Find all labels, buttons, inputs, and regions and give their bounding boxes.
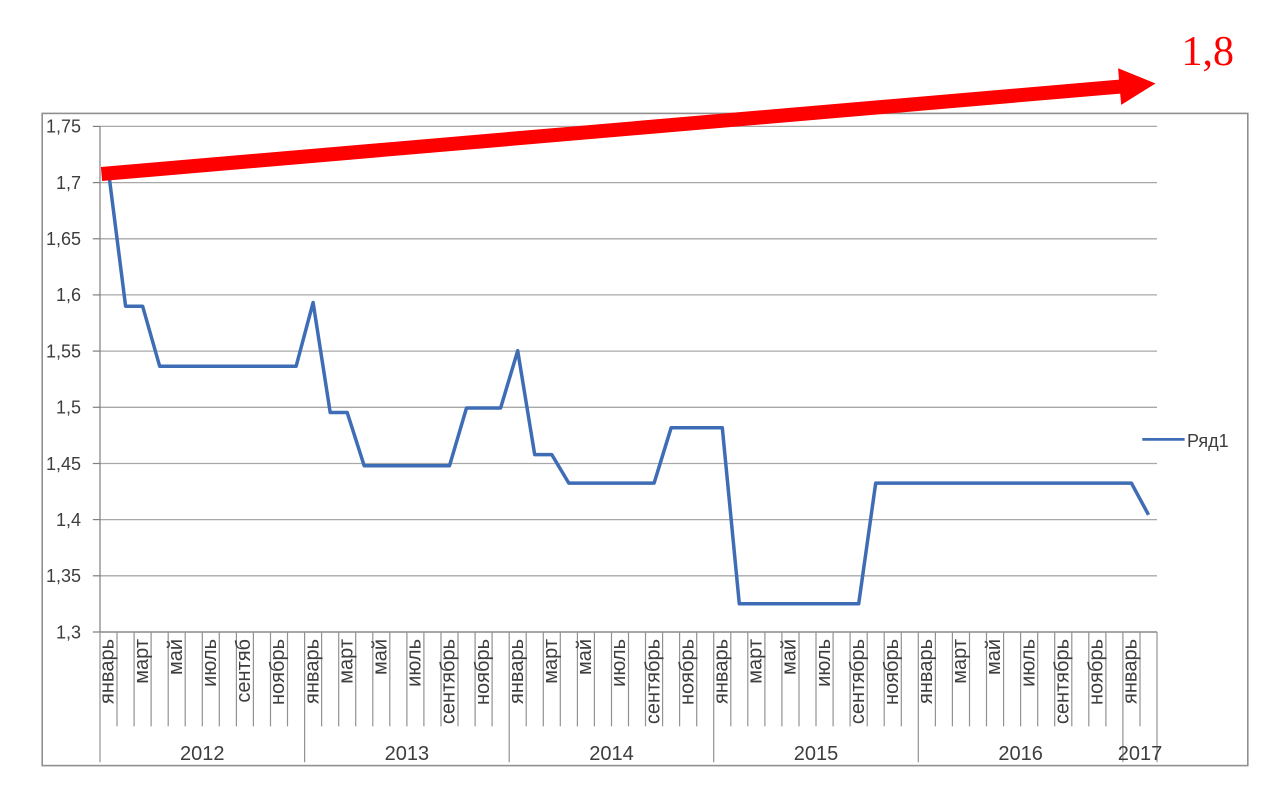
svg-text:сентябрь: сентябрь: [642, 639, 664, 724]
svg-text:январь: январь: [711, 639, 733, 704]
svg-text:сентябрь: сентябрь: [438, 639, 460, 724]
svg-text:март: март: [745, 639, 767, 684]
svg-text:1,45: 1,45: [46, 454, 81, 474]
svg-text:Ряд1: Ряд1: [1187, 431, 1229, 451]
svg-text:май: май: [779, 639, 801, 675]
svg-text:январь: январь: [97, 639, 119, 704]
svg-text:сентябрь: сентябрь: [1051, 639, 1073, 724]
svg-text:май: май: [165, 639, 187, 675]
svg-text:1,75: 1,75: [46, 117, 81, 137]
svg-text:ноябрь: ноябрь: [676, 639, 698, 705]
svg-text:март: март: [540, 639, 562, 684]
svg-text:1,55: 1,55: [46, 341, 81, 361]
svg-text:1,7: 1,7: [56, 173, 81, 193]
svg-text:1,8: 1,8: [1182, 29, 1235, 75]
svg-text:май: май: [983, 639, 1005, 675]
svg-text:март: март: [335, 639, 357, 684]
svg-text:1,65: 1,65: [46, 229, 81, 249]
svg-text:март: март: [131, 639, 153, 684]
svg-text:июль: июль: [608, 639, 630, 687]
svg-text:сентябрь: сентябрь: [847, 639, 869, 724]
svg-text:март: март: [949, 639, 971, 684]
svg-text:январь: январь: [915, 639, 937, 704]
svg-text:1,35: 1,35: [46, 566, 81, 586]
svg-text:июль: июль: [813, 639, 835, 687]
svg-text:2016: 2016: [998, 743, 1043, 765]
svg-text:1,5: 1,5: [56, 398, 81, 418]
svg-text:2017: 2017: [1118, 743, 1163, 765]
svg-text:2013: 2013: [385, 743, 430, 765]
svg-text:2014: 2014: [589, 743, 634, 765]
svg-text:ноябрь: ноябрь: [267, 639, 289, 705]
svg-text:1,3: 1,3: [56, 622, 81, 642]
svg-text:май: май: [370, 639, 392, 675]
svg-text:ноябрь: ноябрь: [472, 639, 494, 705]
svg-text:ноябрь: ноябрь: [1086, 639, 1108, 705]
svg-text:сентяб: сентяб: [233, 639, 255, 703]
svg-text:2015: 2015: [794, 743, 839, 765]
svg-text:январь: январь: [1120, 639, 1142, 704]
svg-text:ноябрь: ноябрь: [881, 639, 903, 705]
svg-text:июль: июль: [1017, 639, 1039, 687]
svg-text:январь: январь: [301, 639, 323, 704]
svg-text:2012: 2012: [180, 743, 225, 765]
svg-text:1,6: 1,6: [56, 285, 81, 305]
svg-text:июль: июль: [404, 639, 426, 687]
svg-text:май: май: [574, 639, 596, 675]
svg-text:1,4: 1,4: [56, 510, 81, 530]
svg-text:июль: июль: [199, 639, 221, 687]
svg-text:январь: январь: [506, 639, 528, 704]
